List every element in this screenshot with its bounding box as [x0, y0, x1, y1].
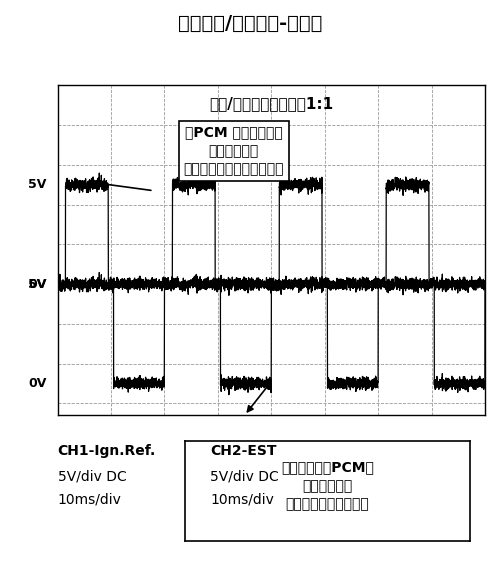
- Text: CH1-Ign.Ref.: CH1-Ign.Ref.: [58, 444, 156, 458]
- Text: 5V: 5V: [28, 178, 47, 191]
- Text: 由PCM 给点火模块的
点火正时信号
（脉冲宽度调制输出信号）: 由PCM 给点火模块的 点火正时信号 （脉冲宽度调制输出信号）: [184, 126, 284, 176]
- Text: 由点火模块给PCM的
点火参考信号
（频率调制输入信号）: 由点火模块给PCM的 点火参考信号 （频率调制输入信号）: [281, 460, 374, 511]
- Text: 0V: 0V: [28, 377, 47, 390]
- Text: 5V/div DC: 5V/div DC: [210, 469, 279, 484]
- Text: 5V/div DC: 5V/div DC: [58, 469, 126, 484]
- Text: CH2-EST: CH2-EST: [210, 444, 276, 458]
- Text: 点火参考/点火正时-双通道: 点火参考/点火正时-双通道: [178, 14, 322, 33]
- Text: 10ms/div: 10ms/div: [58, 492, 122, 506]
- Text: 10ms/div: 10ms/div: [210, 492, 274, 506]
- Text: 5V: 5V: [28, 278, 47, 291]
- Text: 0V: 0V: [28, 278, 47, 291]
- Text: 参考/点火正时或许总是1:1: 参考/点火正时或许总是1:1: [209, 96, 334, 111]
